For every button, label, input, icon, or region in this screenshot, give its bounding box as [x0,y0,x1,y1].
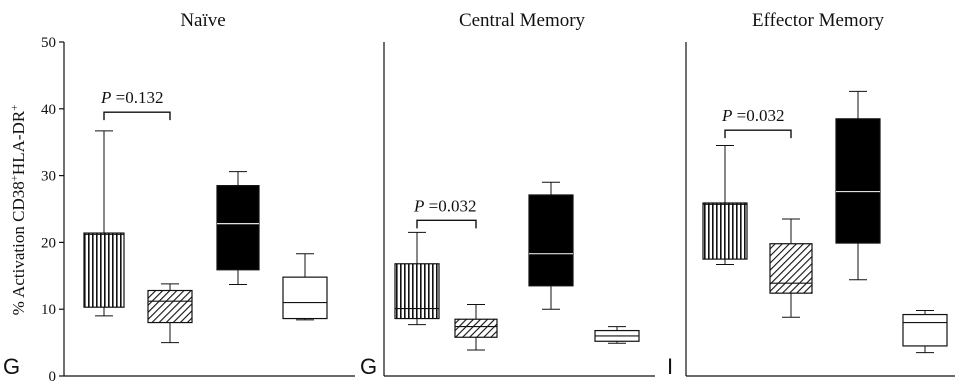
p-value-label: P =0.032 [721,106,784,125]
box-panel3-group4 [902,310,948,354]
p-value-label: P =0.032 [413,196,476,215]
box-iqr [282,276,328,320]
box-panel1-group4 [282,253,328,321]
y-tick-label-40: 40 [41,102,56,118]
significance-bracket-1: P =0.132 [100,88,171,121]
panel-title-naive: Naïve [180,10,225,31]
box-panel3-group2 [769,218,813,318]
box-iqr [83,232,125,308]
box-iqr [528,194,574,287]
boxes [83,90,948,354]
y-tick-label-10: 10 [41,302,56,318]
panel-letter-2: G [360,354,377,379]
y-tick-labels: 0 10 20 30 40 50 [41,35,56,381]
box-iqr [454,318,498,338]
box-iqr [147,289,193,324]
bracket-line [416,219,477,229]
box-iqr [902,313,948,347]
panel-title-central-memory: Central Memory [459,10,586,31]
box-iqr [769,243,813,294]
box-iqr [702,202,748,260]
box-panel3-group1 [702,145,748,265]
axes [59,41,955,377]
y-tick-label-30: 30 [41,169,56,185]
box-iqr [835,118,881,244]
box-iqr [216,185,260,271]
box-panel1-group3 [216,171,260,285]
panel-letter-3: I [667,354,673,379]
p-value-label: P =0.132 [100,88,163,107]
significance-annotations: P =0.132 P =0.032 P =0.032 [100,88,792,229]
panel-title-effector-memory: Effector Memory [752,10,885,31]
y-tick-label-0: 0 [49,369,57,381]
box-iqr [394,263,440,320]
box-panel1-group1 [83,130,125,317]
box-panel1-group2 [147,283,193,344]
significance-bracket-3: P =0.032 [721,106,792,139]
y-tick-label-50: 50 [41,35,56,51]
bracket-line [103,111,171,121]
bracket-line [724,129,792,139]
y-axis-label: % Activation CD38+HLA-DR+ [9,105,28,316]
significance-bracket-2: P =0.032 [413,196,477,229]
box-panel2-group4 [594,326,640,344]
panel-letter-1: G [3,354,20,379]
y-tick-label-20: 20 [41,235,56,251]
box-panel3-group3 [835,90,881,281]
box-panel2-group3 [528,181,574,310]
box-panel2-group1 [394,231,440,326]
box-panel2-group2 [454,304,498,351]
